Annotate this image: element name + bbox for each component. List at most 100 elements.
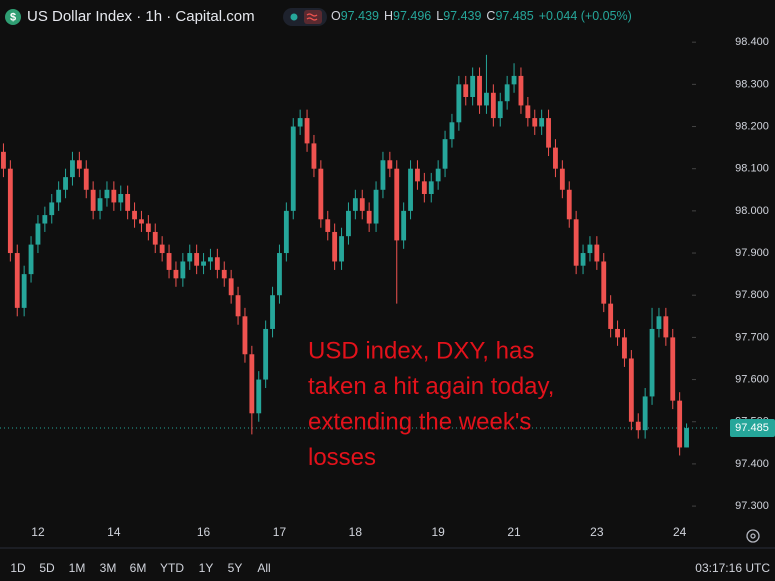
candle-body bbox=[283, 210, 289, 254]
candle-body bbox=[90, 189, 96, 211]
candle-body bbox=[380, 160, 386, 190]
range-button[interactable]: 6M bbox=[130, 561, 147, 575]
candle-body bbox=[332, 231, 338, 262]
candle-body bbox=[622, 337, 627, 359]
candle-body bbox=[615, 328, 620, 338]
candle-body bbox=[76, 160, 82, 169]
candle-body bbox=[111, 189, 117, 203]
candle-body bbox=[518, 75, 524, 106]
candle-body bbox=[594, 244, 600, 262]
candle-body bbox=[387, 160, 393, 169]
y-tick-label: 97.300 bbox=[735, 500, 769, 512]
candle-body bbox=[580, 253, 586, 266]
candle-body bbox=[173, 269, 179, 279]
candle-body bbox=[566, 189, 572, 220]
candle-body bbox=[21, 274, 27, 308]
ohlc-value: 97.439 bbox=[341, 9, 379, 23]
candle-body bbox=[132, 210, 137, 220]
ohlc-key: O bbox=[331, 9, 341, 23]
candle-body bbox=[214, 257, 220, 270]
wave-icon bbox=[306, 13, 318, 21]
ohlc-value: 97.485 bbox=[495, 9, 533, 23]
candle-body bbox=[201, 261, 206, 266]
chart-title: US Dollar Index · 1h · Capital.com bbox=[27, 8, 255, 25]
y-tick-label: 98.400 bbox=[735, 36, 769, 48]
x-tick-label: 16 bbox=[197, 525, 211, 539]
candle-body bbox=[325, 219, 331, 232]
y-tick-label: 97.900 bbox=[735, 247, 769, 259]
candle-body bbox=[35, 223, 41, 245]
range-button[interactable]: 5D bbox=[39, 561, 55, 575]
y-tick-label: 97.400 bbox=[735, 458, 769, 470]
candle-body bbox=[249, 354, 255, 414]
annotation-line: taken a hit again today, bbox=[308, 373, 554, 400]
candle-body bbox=[539, 118, 545, 127]
clock: 03:17:16 UTC bbox=[695, 561, 770, 575]
x-tick-label: 12 bbox=[31, 525, 45, 539]
candle-body bbox=[346, 210, 351, 237]
candle-body bbox=[408, 168, 413, 211]
candle-body bbox=[125, 193, 131, 211]
candle-body bbox=[525, 105, 531, 119]
range-button[interactable]: YTD bbox=[160, 561, 184, 575]
ohlc-value: 97.439 bbox=[443, 9, 481, 23]
candle-body bbox=[194, 253, 200, 266]
candle-body bbox=[511, 75, 517, 85]
candle-body bbox=[290, 126, 296, 211]
candle-body bbox=[587, 244, 593, 254]
candle-body bbox=[642, 396, 648, 431]
candle-body bbox=[311, 143, 317, 169]
last-price-label: 97.485 bbox=[735, 422, 769, 434]
range-button[interactable]: 5Y bbox=[228, 561, 243, 575]
y-tick-label: 97.700 bbox=[735, 331, 769, 343]
candle-body bbox=[421, 181, 427, 194]
candle-body bbox=[14, 253, 20, 308]
candle-body bbox=[490, 92, 496, 119]
candle-body bbox=[263, 328, 269, 380]
candle-body bbox=[394, 168, 400, 241]
range-button[interactable]: All bbox=[257, 561, 270, 575]
candle-body bbox=[56, 189, 62, 203]
range-button[interactable]: 1Y bbox=[199, 561, 214, 575]
y-tick-label: 97.800 bbox=[735, 289, 769, 301]
candle-body bbox=[221, 269, 227, 279]
candle-body bbox=[1, 151, 6, 169]
candle-body bbox=[559, 168, 565, 190]
candle-body bbox=[42, 215, 48, 224]
candle-body bbox=[470, 75, 476, 97]
candle-body bbox=[677, 400, 683, 448]
candle-body bbox=[70, 160, 75, 178]
candle-body bbox=[352, 198, 358, 211]
candle-body bbox=[366, 210, 372, 224]
candle-body bbox=[608, 303, 614, 329]
candle-body bbox=[28, 244, 34, 275]
candle-body bbox=[663, 316, 669, 338]
range-button[interactable]: 1M bbox=[69, 561, 86, 575]
candle-body bbox=[546, 118, 551, 148]
candle-body bbox=[63, 177, 68, 190]
candle-body bbox=[504, 84, 510, 102]
settings-icon[interactable] bbox=[746, 529, 760, 543]
ohlc-key: L bbox=[436, 9, 443, 23]
candle-body bbox=[670, 337, 676, 401]
range-button[interactable]: 1D bbox=[10, 561, 26, 575]
candle-body bbox=[118, 193, 124, 203]
change-value: +0.044 (+0.05%) bbox=[539, 9, 632, 23]
y-tick-label: 98.000 bbox=[735, 205, 769, 217]
candle-body bbox=[277, 253, 282, 296]
candle-body bbox=[228, 278, 234, 296]
candle-body bbox=[649, 328, 655, 397]
candle-body bbox=[463, 84, 469, 97]
candle-body bbox=[97, 198, 103, 211]
y-tick-label: 98.100 bbox=[735, 163, 769, 175]
candle-body bbox=[601, 261, 607, 304]
x-tick-label: 19 bbox=[431, 525, 445, 539]
candle-body bbox=[449, 122, 455, 140]
candle-body bbox=[180, 261, 186, 279]
symbol-icon-text: $ bbox=[10, 11, 16, 23]
range-button[interactable]: 3M bbox=[100, 561, 117, 575]
ohlc-value: 97.496 bbox=[393, 9, 431, 23]
ohlc-legend: O97.439 H97.496 L97.439 C97.485 +0.044 (+0.0… bbox=[331, 9, 632, 23]
candle-body bbox=[145, 223, 151, 232]
annotation-line: losses bbox=[308, 444, 376, 471]
